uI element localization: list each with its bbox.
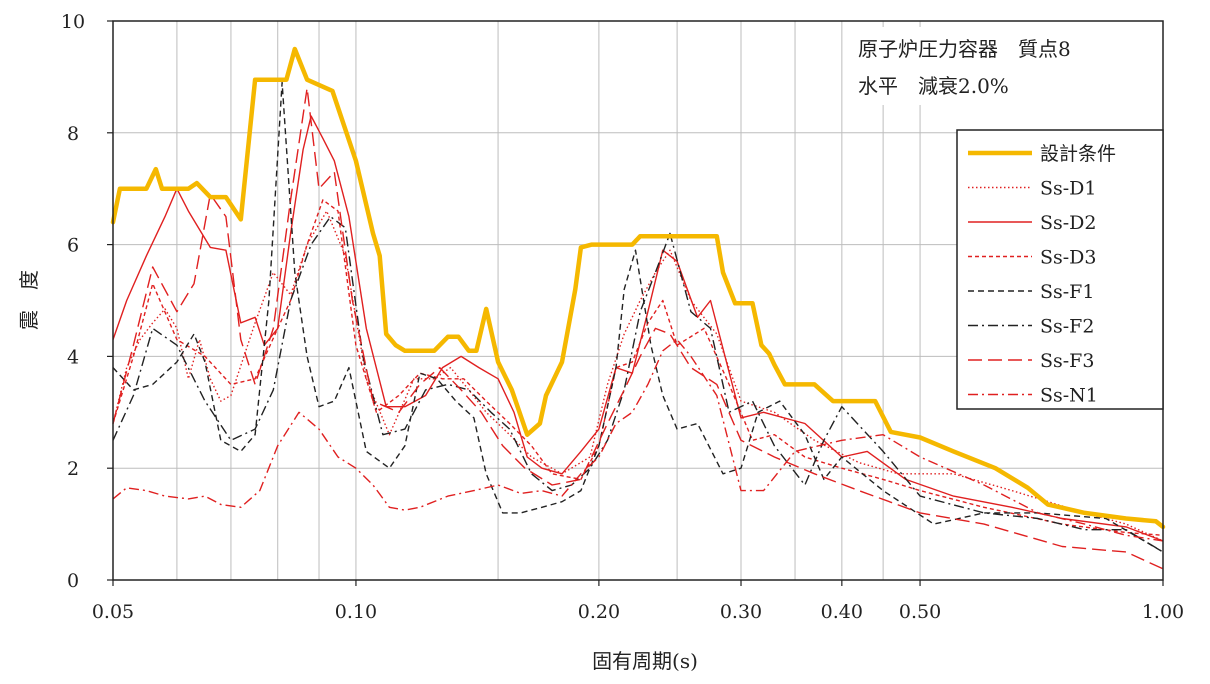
series-line-ss-f1 bbox=[112, 81, 1164, 553]
y-tick-label: 10 bbox=[61, 11, 85, 33]
legend-label: Ss-N1 bbox=[1040, 385, 1098, 407]
x-tick-labels: 0.05 0.10 0.20 0.30 0.40 0.50 1.00 bbox=[92, 580, 1184, 623]
legend-label: Ss-F1 bbox=[1040, 281, 1094, 303]
y-tick-labels: 0 2 4 6 8 10 bbox=[61, 11, 113, 592]
legend-label: Ss-F3 bbox=[1040, 350, 1094, 372]
legend-label: 設計条件 bbox=[1040, 143, 1116, 165]
x-tick-label: 0.20 bbox=[578, 601, 620, 623]
legend-label: Ss-D2 bbox=[1040, 212, 1097, 234]
annotation-box: 原子炉圧力容器 質点8 水平 減衰2.0% bbox=[850, 27, 1152, 105]
annotation-line-2: 水平 減衰2.0% bbox=[858, 74, 1009, 98]
series-lines bbox=[110, 46, 1166, 570]
y-tick-label: 2 bbox=[67, 458, 79, 480]
y-tick-label: 6 bbox=[67, 235, 79, 257]
y-tick-label: 0 bbox=[67, 570, 79, 592]
y-tick-label: 4 bbox=[67, 346, 79, 368]
x-tick-label: 0.10 bbox=[335, 601, 377, 623]
series-line-ss-d1 bbox=[112, 210, 1164, 542]
y-axis-title: 震 度 bbox=[17, 270, 41, 330]
legend-label: Ss-F2 bbox=[1040, 316, 1094, 338]
annotation-background bbox=[850, 27, 1152, 105]
annotation-line-1: 原子炉圧力容器 質点8 bbox=[858, 37, 1071, 61]
legend-label: Ss-D1 bbox=[1040, 178, 1097, 200]
legend-label: Ss-D3 bbox=[1040, 247, 1097, 269]
x-tick-label: 0.05 bbox=[92, 601, 134, 623]
series-line-ss-f3 bbox=[112, 87, 1164, 570]
x-axis-title: 固有周期(s) bbox=[592, 649, 698, 673]
legend-box bbox=[956, 129, 1164, 410]
y-tick-label: 8 bbox=[67, 123, 79, 145]
series-line-ss-n1 bbox=[112, 338, 1164, 542]
x-tick-label: 0.30 bbox=[720, 601, 762, 623]
x-tick-label: 0.40 bbox=[821, 601, 863, 623]
series-line-ss-f2 bbox=[112, 215, 1164, 553]
x-tick-label: 1.00 bbox=[1142, 601, 1184, 623]
series-line-ss-d3 bbox=[112, 199, 1164, 536]
legend: 設計条件 Ss-D1 Ss-D2 Ss-D3 Ss-F1 Ss-F2 Ss-F3 Ss-N1 bbox=[956, 129, 1164, 410]
series-line-設計条件 bbox=[110, 46, 1166, 530]
x-tick-label: 0.50 bbox=[899, 601, 941, 623]
series-line-ss-d2 bbox=[112, 115, 1164, 542]
